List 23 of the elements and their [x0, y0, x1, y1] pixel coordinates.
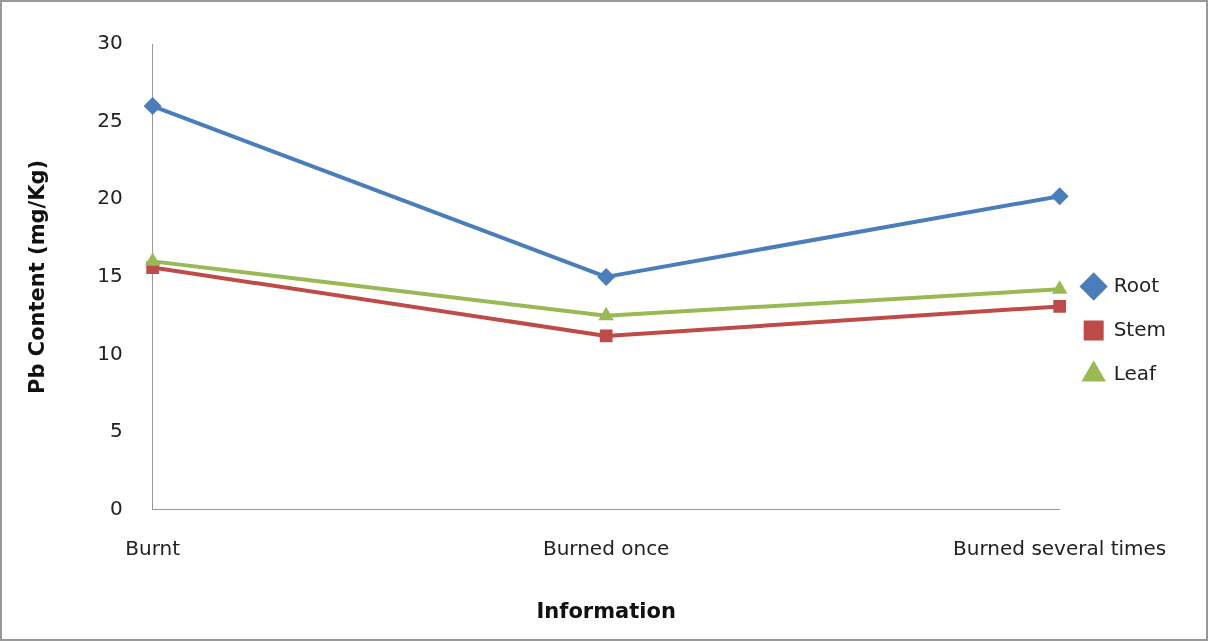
y-tick-label: 25 — [97, 107, 123, 132]
x-tick-label: Burned several times — [953, 536, 1167, 560]
y-tick-label: 30 — [97, 30, 123, 55]
x-tick-label: Burnt — [125, 536, 181, 560]
point — [598, 306, 614, 321]
point — [144, 252, 161, 266]
point — [597, 267, 616, 286]
y-tick-label: 5 — [109, 418, 123, 443]
point — [1050, 187, 1069, 206]
y-tick-label: 10 — [97, 340, 123, 365]
point — [599, 329, 613, 343]
legend-label: Leaf — [1113, 360, 1158, 385]
x-axis-title: Information — [536, 598, 676, 623]
x-tick-label: Burned once — [542, 536, 670, 560]
y-tick-label: 15 — [97, 263, 123, 288]
y-axis-title: Pb Content (mg/Kg) — [25, 159, 50, 394]
y-tick-label: 20 — [97, 185, 123, 210]
point — [1053, 300, 1067, 313]
y-tick-label: 0 — [109, 496, 123, 520]
legend-label: Stem — [1113, 316, 1166, 341]
point — [1051, 280, 1068, 294]
legend-label: Root — [1113, 272, 1160, 297]
point — [143, 97, 162, 116]
